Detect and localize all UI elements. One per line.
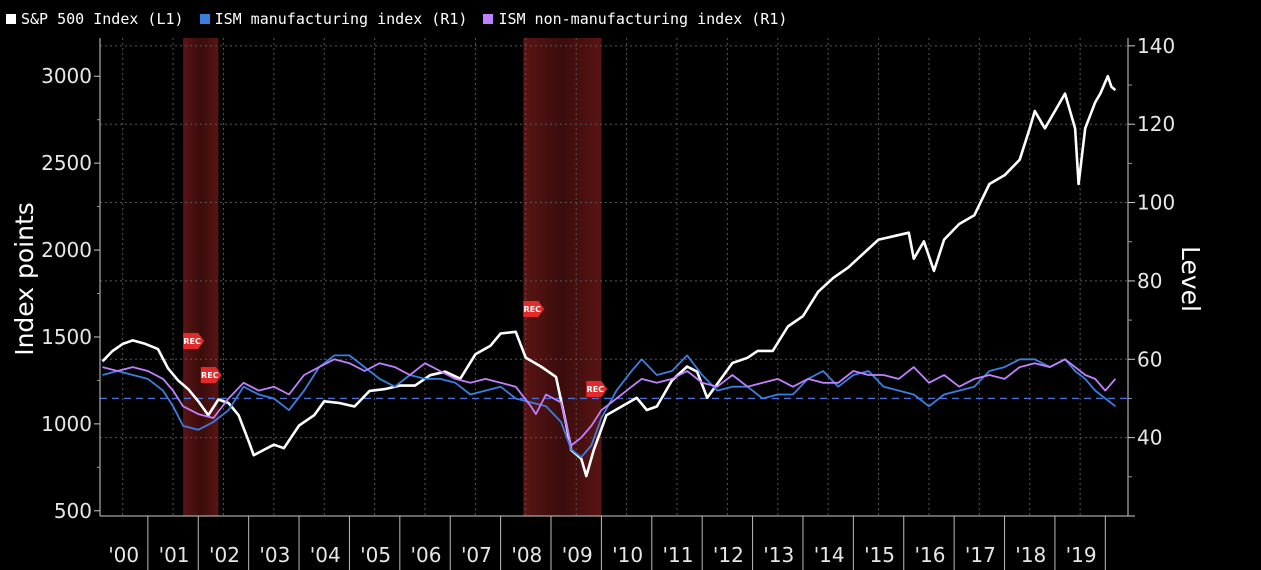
recession-marker-label: REC [524, 305, 542, 314]
x-tick-label: '07 [461, 543, 492, 567]
y-axis-left-title: Index points [10, 202, 39, 356]
recession-marker-shape [200, 367, 222, 383]
sp500-line [101, 74, 1117, 478]
x-tick-label: '13 [763, 543, 794, 567]
y-right-tick-label: 40 [1137, 426, 1162, 450]
y-axis-right-title: Level [1176, 246, 1205, 312]
x-tick-label: '15 [864, 543, 895, 567]
y-left-tick-label: 1000 [41, 412, 92, 436]
recession-marker-label: REC [183, 337, 201, 346]
x-tick-label: '18 [1015, 543, 1046, 567]
legend-swatch-sp500 [6, 14, 16, 24]
grid [100, 38, 1128, 516]
y-left-tick-label: 2500 [41, 151, 92, 175]
recession-marker: REC [183, 333, 205, 349]
recession-marker-label: REC [587, 385, 605, 394]
legend-swatch-ism-non-manufacturing [483, 14, 494, 24]
x-tick-label: '16 [914, 543, 945, 567]
x-tick-label: '03 [259, 543, 290, 567]
x-tick-label: '02 [209, 543, 240, 567]
axes: 500 1000 1500 2000 2500 3000 40 60 80 100 120 140 '0… [41, 34, 1175, 570]
legend: S&P 500 Index (L1) ISM manufacturing ind… [6, 10, 787, 28]
x-tick-label: '06 [411, 543, 442, 567]
legend-label-ism-manufacturing: ISM manufacturing index (R1) [214, 10, 468, 28]
x-tick-label: '01 [159, 543, 190, 567]
legend-label-ism-non-manufacturing: ISM non-manufacturing index (R1) [498, 10, 788, 28]
recession-marker-shape [183, 333, 205, 349]
recession-marker-shape [586, 381, 608, 397]
x-tick-label: '00 [108, 543, 139, 567]
y-right-tick-label: 60 [1137, 347, 1162, 371]
recession-marker: REC [200, 367, 222, 383]
recession-markers: REC REC REC REC [183, 301, 608, 397]
y-right-tick-label: 140 [1137, 34, 1175, 58]
recession-marker-label: REC [201, 371, 219, 380]
y-right-tick-label: 100 [1137, 191, 1175, 215]
legend-item-sp500[interactable]: S&P 500 Index (L1) [6, 10, 184, 28]
x-tick-label: '09 [562, 543, 593, 567]
x-tick-label: '14 [814, 543, 845, 567]
recession-bands [183, 38, 602, 516]
y-left-tick-label: 2000 [41, 238, 92, 262]
x-tick-label: '04 [310, 543, 341, 567]
recession-marker: REC [523, 301, 545, 317]
x-tick-label: '08 [511, 543, 542, 567]
y-right-tick-label: 120 [1137, 112, 1175, 136]
recession-marker-shape [523, 301, 545, 317]
ism-non-manufacturing-line [102, 358, 1117, 447]
y-right-tick-label: 80 [1137, 269, 1162, 293]
ism-manufacturing-line [102, 354, 1116, 459]
series [101, 74, 1117, 478]
x-tick-label: '05 [360, 543, 391, 567]
recession-marker: REC [586, 381, 608, 397]
x-tick-label: '19 [1066, 543, 1097, 567]
x-tick-label: '10 [612, 543, 643, 567]
y-left-tick-label: 500 [54, 499, 92, 523]
x-tick-label: '11 [663, 543, 694, 567]
recession-band [523, 38, 602, 516]
x-tick-label: '17 [965, 543, 996, 567]
legend-item-ism-non-manufacturing[interactable]: ISM non-manufacturing index (R1) [483, 10, 787, 28]
y-left-tick-label: 1500 [41, 325, 92, 349]
x-tick-label: '12 [713, 543, 744, 567]
recession-band [183, 38, 219, 516]
y-left-tick-label: 3000 [41, 64, 92, 88]
legend-label-sp500: S&P 500 Index (L1) [21, 10, 184, 28]
legend-item-ism-manufacturing[interactable]: ISM manufacturing index (R1) [199, 10, 468, 28]
legend-swatch-ism-manufacturing [199, 14, 210, 24]
